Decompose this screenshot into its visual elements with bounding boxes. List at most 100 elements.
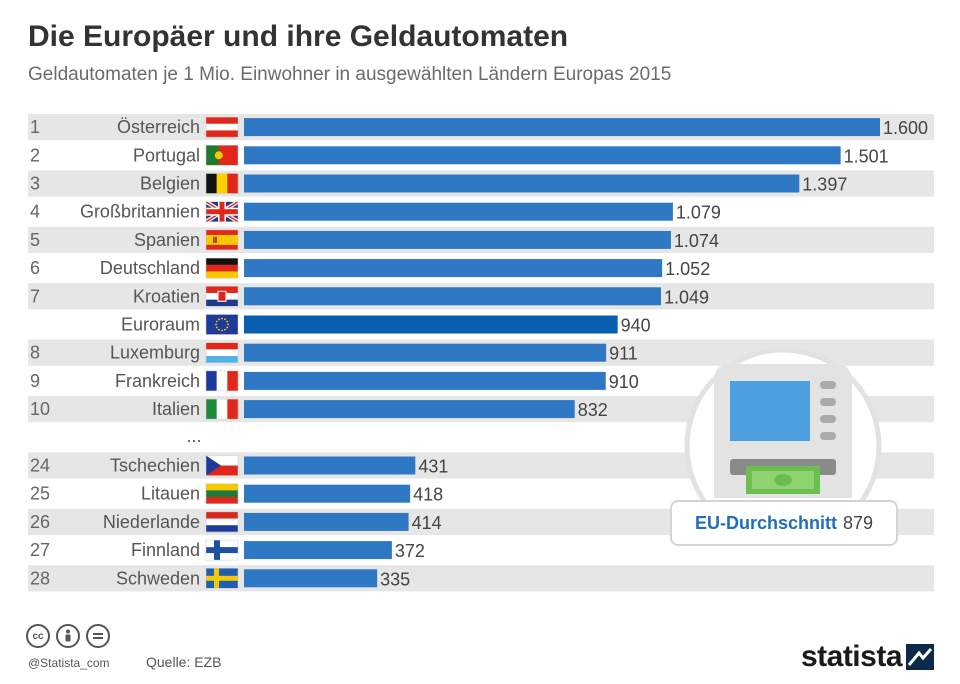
flag-de-icon [205,257,239,279]
country-label: Großbritannien [80,202,200,222]
bar-row: 3 Belgien 1.397 [30,173,847,195]
rank-label: 4 [30,202,40,222]
bar[interactable] [244,174,800,193]
cc-icon[interactable]: cc [26,624,50,648]
flag-eu-icon [205,314,239,335]
bar-row: 25 Litauen 418 [30,483,443,505]
flag-it-icon [205,398,239,420]
value-label: 418 [413,485,443,505]
country-label: Italien [152,399,200,419]
rank-label: 7 [30,286,40,306]
country-label: Österreich [117,117,200,137]
country-label: Niederlande [103,512,200,532]
bar-row: 10 Italien 832 [30,398,608,420]
flag-pt-icon [205,145,239,166]
bar[interactable] [244,287,661,306]
bar[interactable] [244,343,607,362]
bar[interactable] [244,315,618,334]
chart-title: Die Europäer und ihre Geldautomaten [28,20,569,53]
bar[interactable] [244,569,378,588]
flag-fi-icon [205,539,239,561]
value-label: 414 [412,513,442,533]
rank-label: 3 [30,174,40,194]
country-label: Luxemburg [110,343,200,363]
value-label: 1.600 [883,118,928,138]
by-icon[interactable] [56,624,80,648]
flag-hr-icon [205,286,239,307]
value-label: 1.074 [674,231,719,251]
bar-row: 26 Niederlande 414 [30,511,442,533]
country-label: Kroatien [133,286,200,306]
source-note: Quelle: EZB [146,654,222,670]
flag-fr-icon [205,370,239,392]
bar[interactable] [244,512,409,531]
bar-row: 27 Finnland 372 [30,539,425,561]
rank-label: 24 [30,456,50,476]
bar-row: 6 Deutschland 1.052 [30,257,710,279]
chart-subtitle: Geldautomaten je 1 Mio. Einwohner in aus… [28,64,672,85]
rank-label: 27 [30,540,50,560]
rank-label: 28 [30,568,50,588]
rank-label: 8 [30,343,40,363]
bar-row: 5 Spanien 1.074 [30,229,719,251]
statista-handle[interactable]: @Statista_com [28,656,110,670]
country-label: Tschechien [110,456,200,476]
statista-logo-icon [906,644,934,670]
flag-at-icon [205,116,239,138]
eu-average-value: 879 [842,512,874,533]
bar[interactable] [244,146,841,165]
bar[interactable] [244,541,392,560]
flag-gb-icon [204,200,240,224]
rank-label: 9 [30,371,40,391]
row-stripe [28,565,934,592]
license-icons: cc [26,624,110,648]
value-label: 1.052 [665,259,710,279]
rank-label: 2 [30,145,40,165]
bar-row: Euroraum 940 [121,314,651,336]
flag-lt-icon [205,483,239,504]
ellipsis-label: ... [186,426,201,446]
brand-name: statista [800,640,903,673]
country-label: Schweden [116,568,200,588]
eu-average-callout: EU-Durchschnitt 879 [670,500,898,546]
bar[interactable] [244,456,416,475]
rank-label: 5 [30,230,40,250]
value-label: 940 [621,316,651,336]
flag-cz-icon [205,455,239,476]
bar-row: 8 Luxemburg 911 [30,342,638,364]
country-label: Frankreich [115,371,200,391]
country-label: Belgien [140,174,200,194]
rank-label: 25 [30,484,50,504]
rank-label: 10 [30,399,50,419]
bar-row: 4 Großbritannien 1.079 [30,200,721,224]
value-label: 1.397 [802,175,847,195]
bar-row: 7 Kroatien 1.049 [30,286,709,307]
flag-es-icon [205,229,239,251]
bar-row: 28 Schweden 335 [30,568,410,589]
bar[interactable] [244,202,673,221]
eu-average-label: EU-Durchschnitt [694,512,837,533]
value-label: 372 [395,541,425,561]
rank-label: 6 [30,258,40,278]
nd-icon[interactable] [86,624,110,648]
bar[interactable] [244,118,880,137]
bar[interactable] [244,484,411,503]
rank-label: 26 [30,512,50,532]
bar-row: 9 Frankreich 910 [30,370,639,392]
country-label: Spanien [134,230,200,250]
statista-logo[interactable]: statista [801,640,934,674]
rank-label: 1 [30,117,40,137]
bar[interactable] [244,230,671,249]
value-label: 910 [609,372,639,392]
value-label: 1.079 [676,203,721,223]
bar[interactable] [244,400,575,419]
bar[interactable] [244,259,663,278]
bar[interactable] [244,371,606,390]
atm-illustration-icon [684,347,882,545]
value-label: 1.049 [664,287,709,307]
country-label: Deutschland [100,258,200,278]
bar-row: 2 Portugal 1.501 [30,145,889,166]
flag-lu-icon [205,342,239,363]
flag-se-icon [205,568,239,589]
